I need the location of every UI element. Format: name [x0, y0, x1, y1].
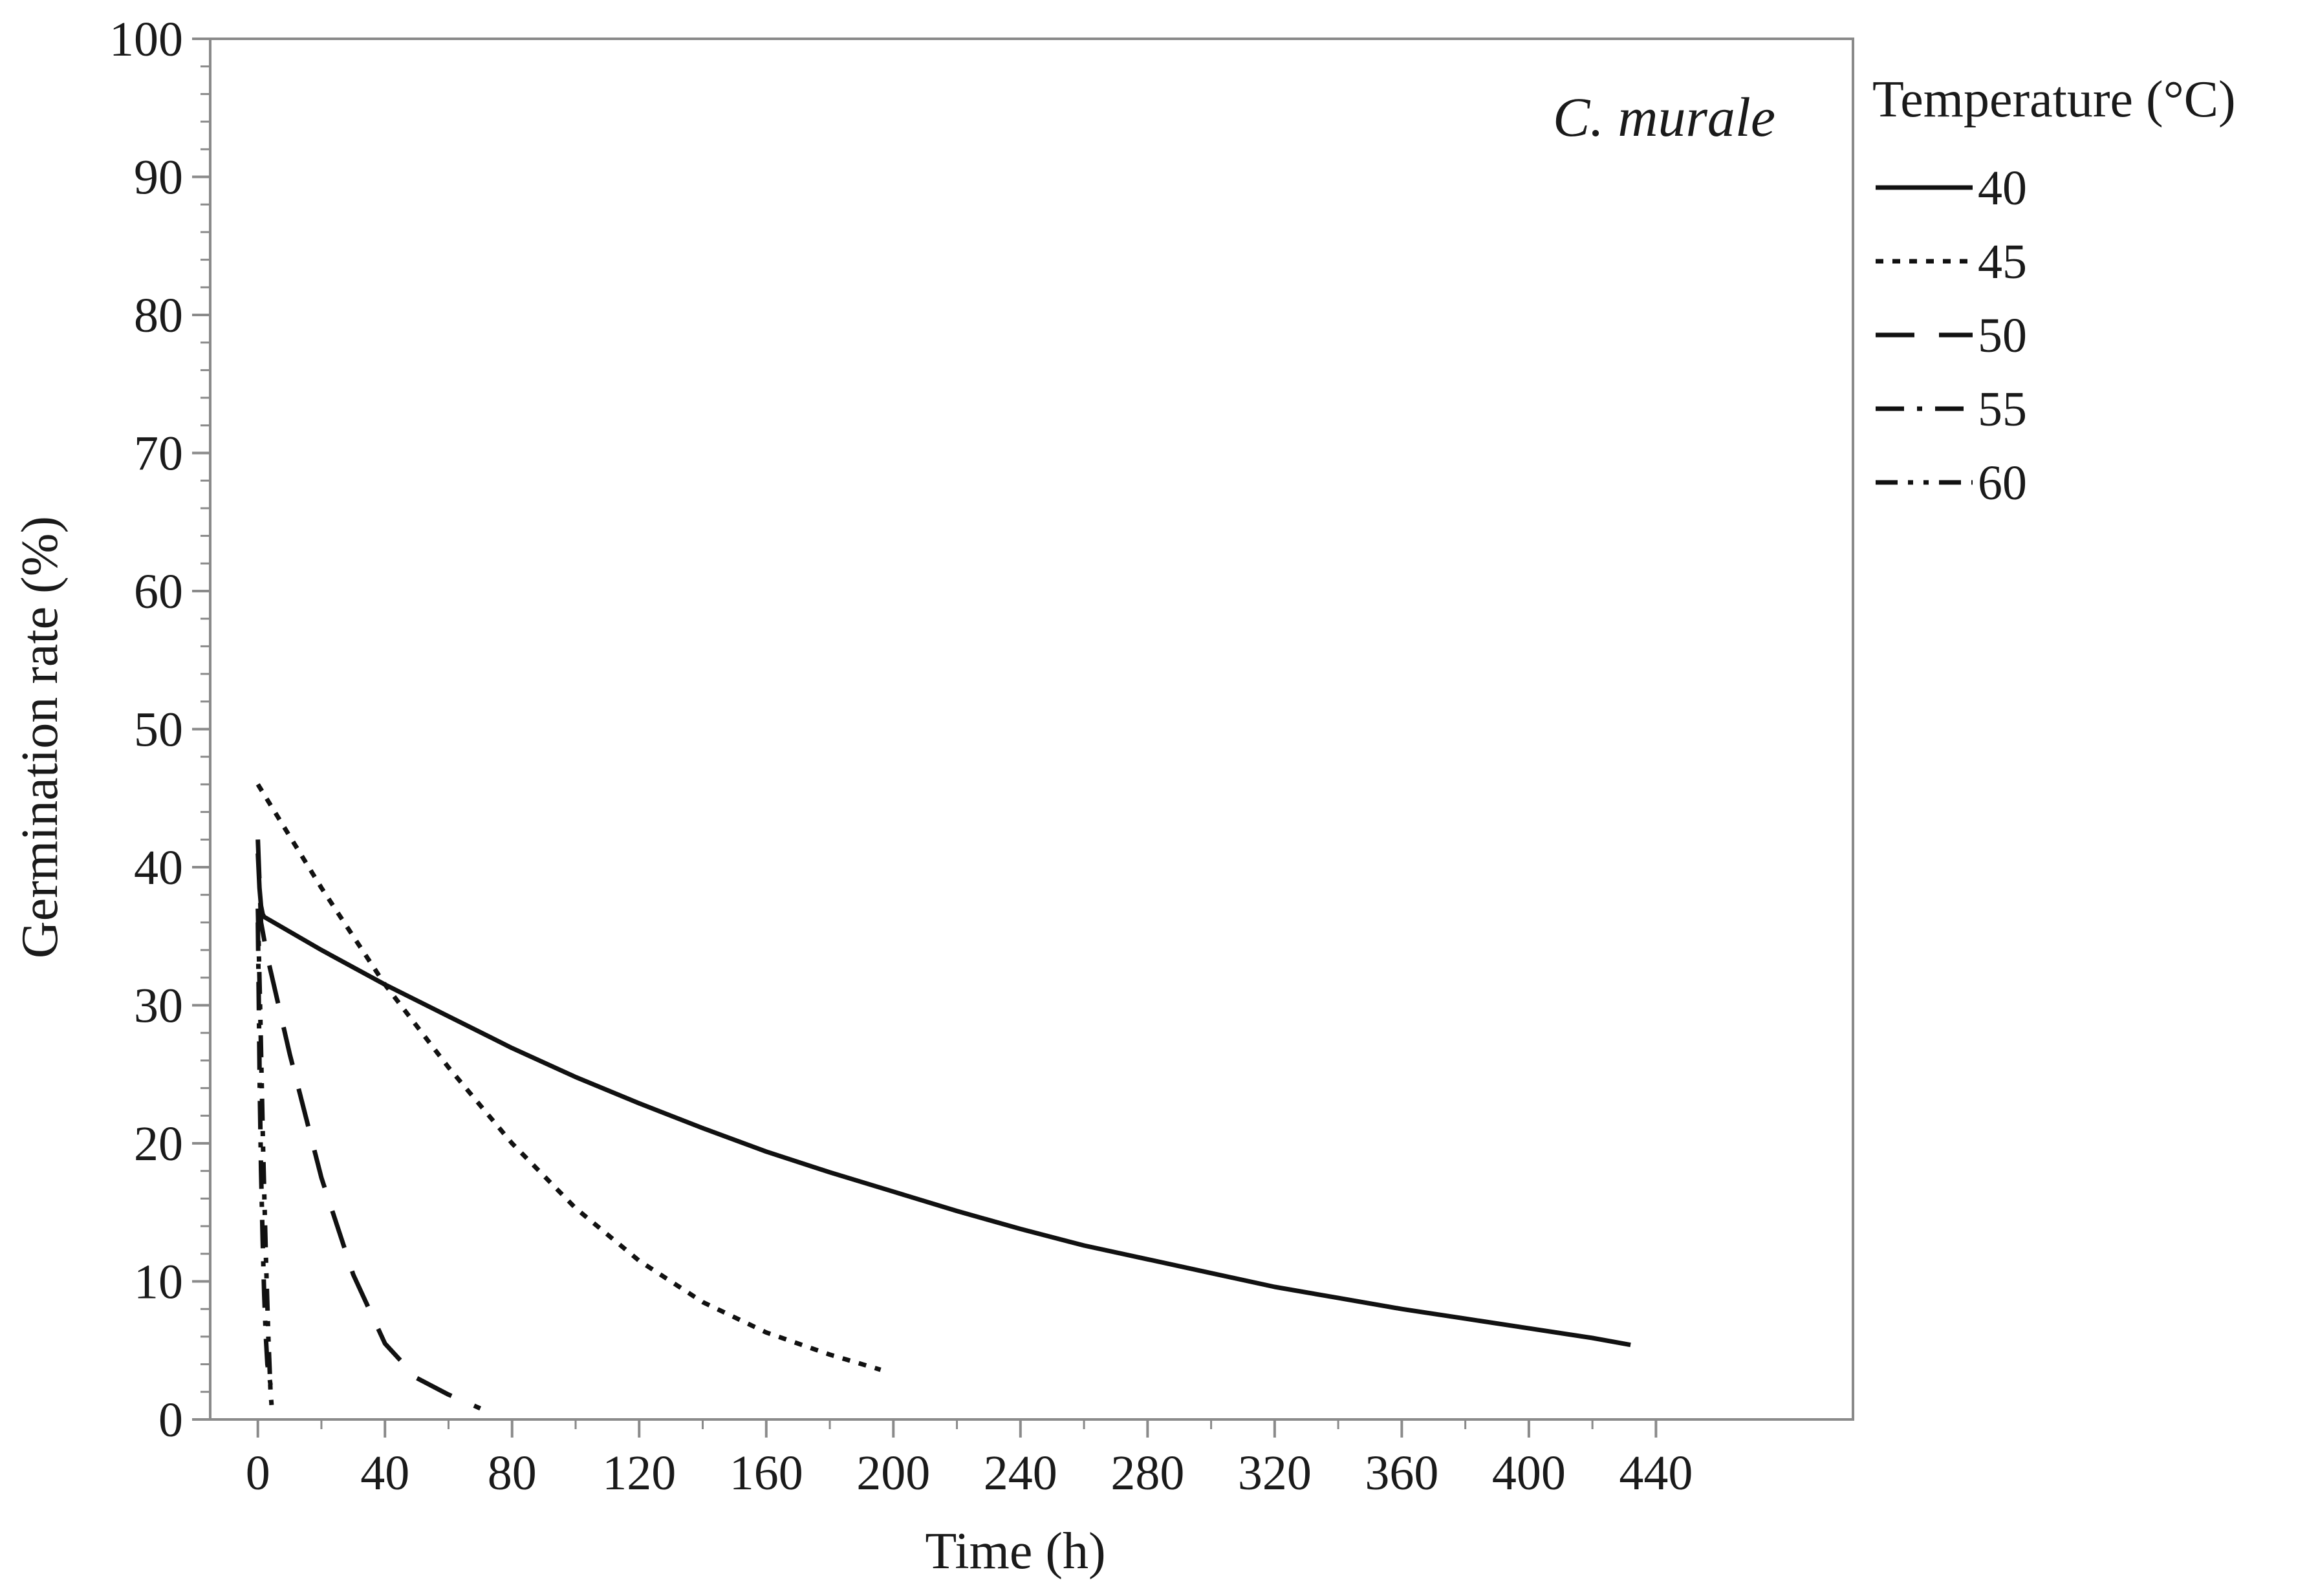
x-tick-label: 320 [1238, 1446, 1312, 1500]
plot-area-border [209, 38, 1854, 1421]
legend-label-50: 50 [1978, 308, 2027, 363]
x-axis-title: Time (h) [925, 1523, 1105, 1580]
legend: Temperature (°C) 40 45 50 55 60 [1872, 71, 2236, 510]
y-axis-title: Germination rate (%) [12, 516, 69, 958]
y-tick-label: 40 [134, 841, 183, 895]
x-tick-label: 400 [1492, 1446, 1566, 1500]
x-axis: 0 40 80 120 160 200 240 280 320 360 400 440 [246, 1419, 1693, 1500]
y-tick-label: 60 [134, 565, 183, 619]
x-tick-label: 40 [360, 1446, 409, 1500]
x-tick-label: 200 [856, 1446, 930, 1500]
legend-label-55: 55 [1978, 382, 2027, 437]
x-tick-label: 0 [246, 1446, 270, 1500]
y-tick-label: 30 [134, 979, 183, 1033]
y-tick-label: 0 [158, 1393, 183, 1447]
y-tick-label: 50 [134, 703, 183, 757]
x-tick-label: 160 [730, 1446, 803, 1500]
x-tick-label: 440 [1619, 1446, 1693, 1500]
legend-title: Temperature (°C) [1872, 71, 2236, 128]
series-line-50 [255, 839, 481, 1411]
x-tick-label: 240 [984, 1446, 1057, 1500]
y-tick-label: 80 [134, 288, 183, 343]
x-tick-label: 280 [1110, 1446, 1184, 1500]
series-layer [255, 783, 1631, 1413]
series-line-40 [255, 853, 1631, 1348]
legend-label-60: 60 [1978, 456, 2027, 510]
x-tick-label: 360 [1365, 1446, 1438, 1500]
y-axis: 0 10 20 30 40 50 60 70 80 90 100 [109, 12, 210, 1447]
legend-label-40: 40 [1978, 161, 2027, 215]
y-tick-label: 10 [134, 1255, 183, 1310]
y-tick-label: 20 [134, 1117, 183, 1171]
x-tick-label: 80 [488, 1446, 537, 1500]
y-tick-label: 100 [109, 12, 183, 67]
series-line-45 [255, 783, 882, 1372]
y-tick-label: 90 [134, 151, 183, 205]
y-tick-label: 70 [134, 427, 183, 481]
plot-frame [209, 38, 1854, 1421]
x-tick-label: 120 [602, 1446, 676, 1500]
species-annotation: C. murale [1553, 86, 1775, 148]
legend-label-45: 45 [1978, 235, 2027, 289]
